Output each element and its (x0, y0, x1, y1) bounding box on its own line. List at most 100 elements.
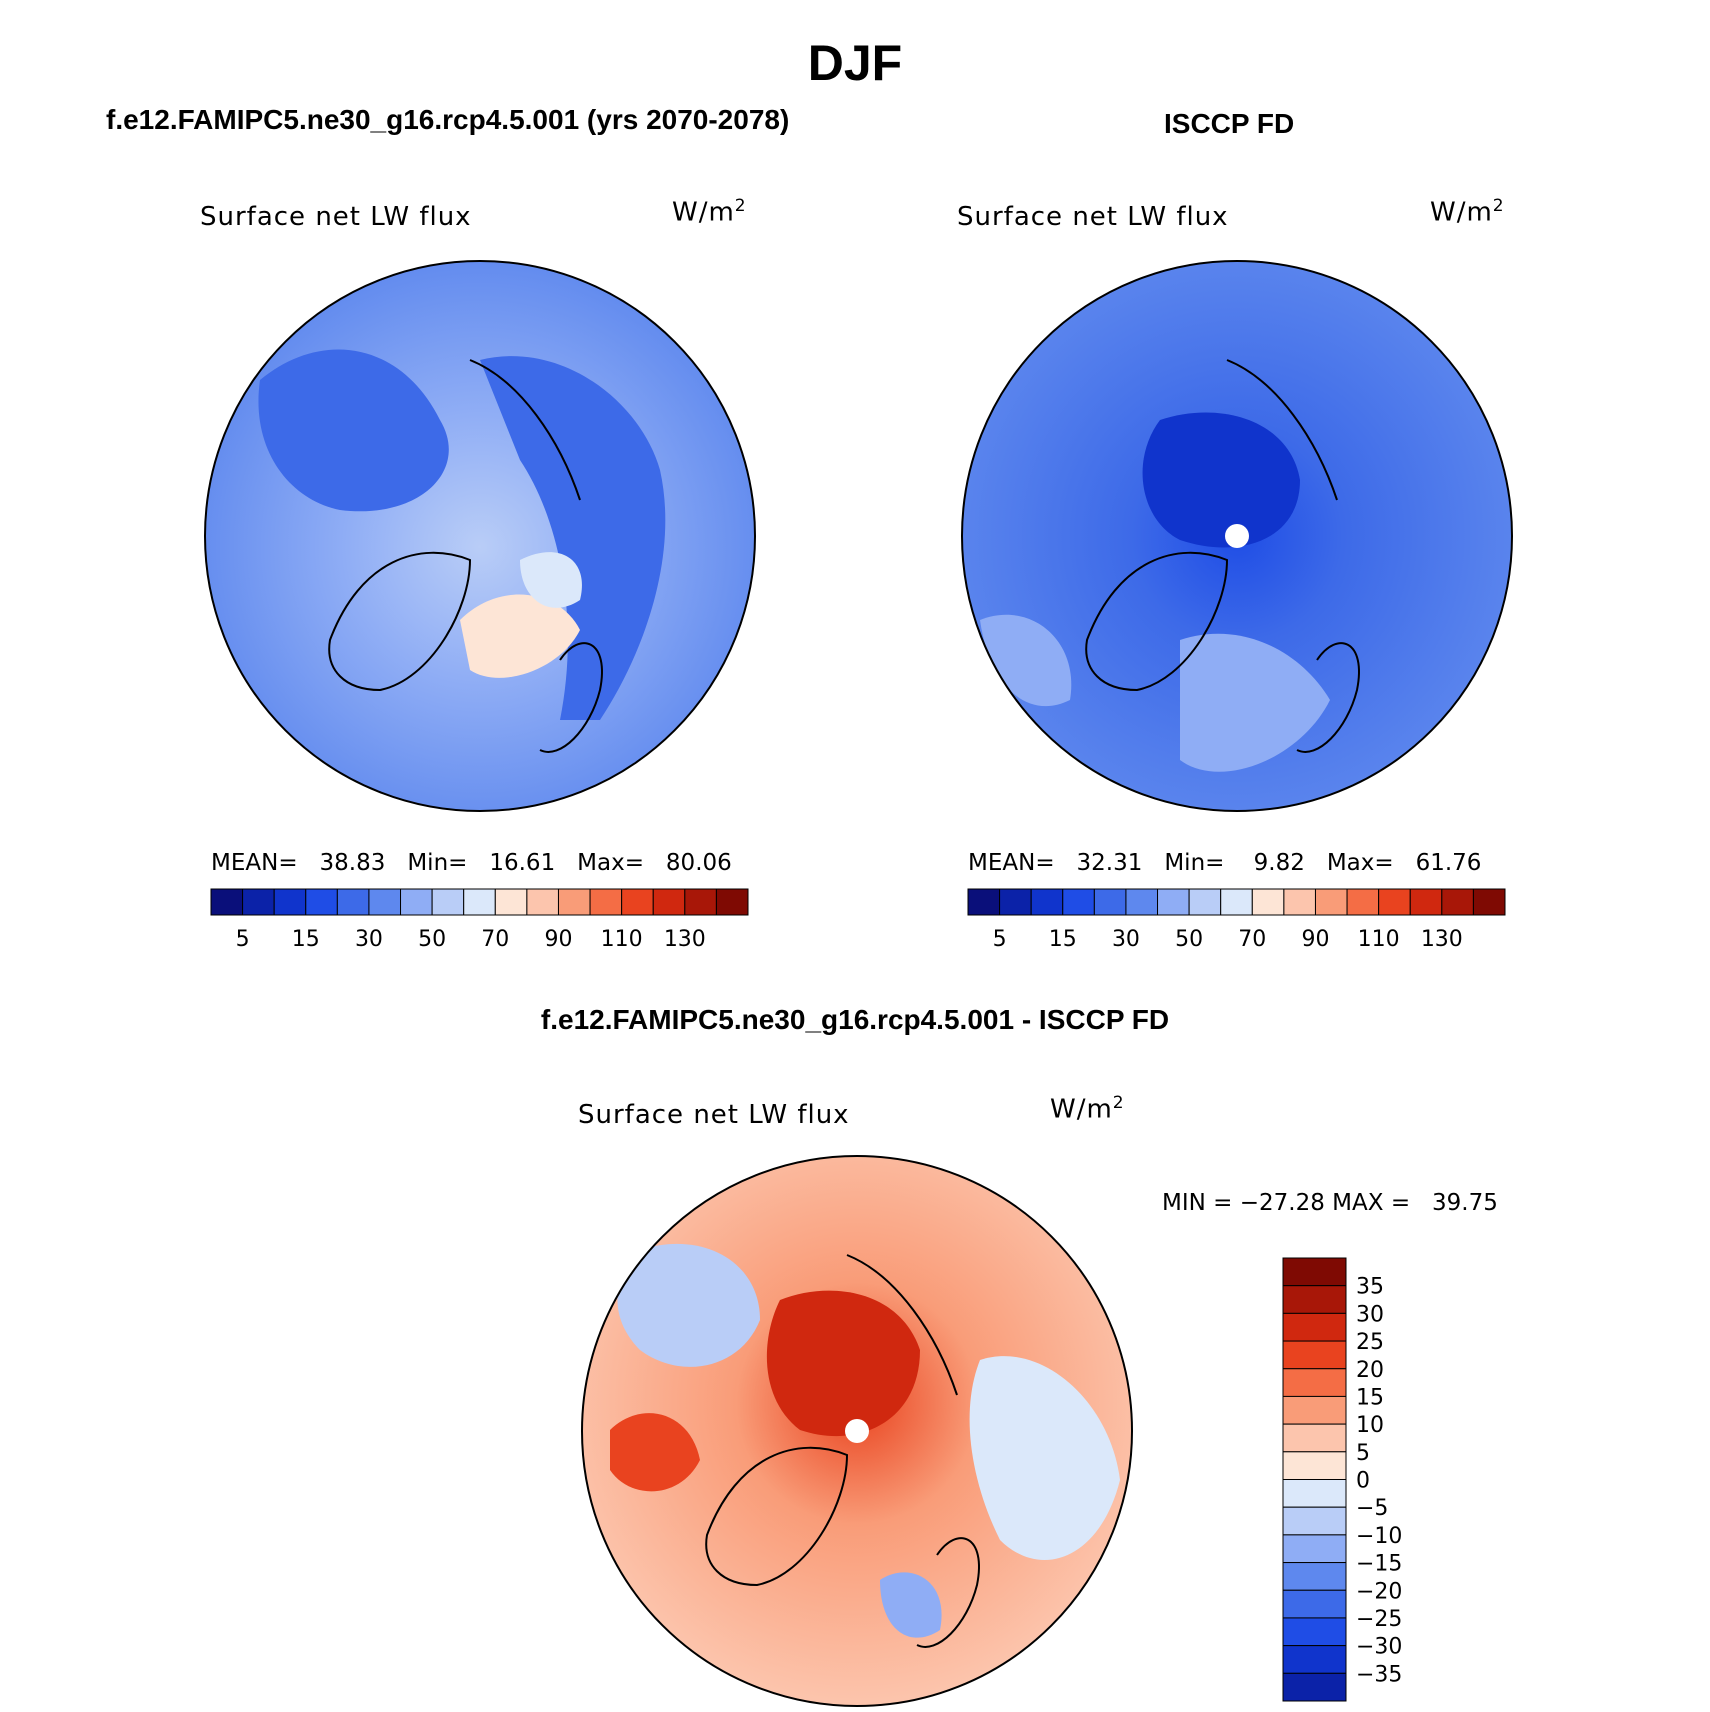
colorbar-swatch (589, 888, 623, 916)
colorbar-swatch (967, 888, 1001, 916)
colorbar-tick-label: 110 (1358, 927, 1400, 952)
colorbar-swatch (557, 888, 591, 916)
colorbar-swatch (1030, 888, 1064, 916)
colorbar-swatch (1282, 1312, 1347, 1342)
colorbar-tick-label: −30 (1356, 1635, 1402, 1660)
map-diff-blob (617, 1243, 760, 1367)
colorbar-swatch (1282, 1645, 1347, 1674)
variable-title-model: Surface net LW flux (200, 202, 472, 232)
colorbar-swatch (242, 888, 275, 916)
colorbar-swatch (1220, 888, 1253, 916)
colorbar-swatch (1472, 888, 1506, 916)
colorbar-swatch (305, 888, 338, 916)
colorbar-tick-label: 15 (292, 927, 320, 952)
colorbar-swatch (1282, 1562, 1347, 1591)
map-obs-greenland-outline (1085, 551, 1229, 692)
units-diff: W/m2 (1050, 1093, 1125, 1125)
colorbar-swatch (400, 888, 433, 916)
colorbar-tick-label: −15 (1356, 1552, 1402, 1577)
colorbar-tick-label: 5 (993, 927, 1007, 952)
map-obs (961, 260, 1513, 812)
map-obs-pole-hole (1225, 524, 1249, 548)
colorbar-swatch (1282, 1451, 1347, 1480)
colorbar-tick-label: 5 (1356, 1441, 1370, 1466)
colorbar-swatch (1282, 1617, 1347, 1647)
colorbar-swatch (1188, 888, 1222, 916)
map-diff-greenland-outline (705, 1446, 849, 1587)
map-model (204, 260, 756, 812)
colorbar-tick-label: 25 (1356, 1330, 1384, 1355)
colorbar-tick-label: 130 (664, 927, 706, 952)
map-model-scandinavia-outline (539, 642, 603, 753)
colorbar-swatch (1251, 888, 1285, 916)
map-model-blob (520, 552, 582, 608)
colorbar-tick-label: 10 (1356, 1413, 1384, 1438)
variable-title-diff: Surface net LW flux (578, 1100, 850, 1130)
main-title: DJF (807, 35, 903, 91)
colorbar-swatch (1062, 888, 1095, 916)
map-diff-scandinavia-outline (916, 1537, 980, 1648)
colorbar-tick-label: −20 (1356, 1579, 1402, 1604)
colorbar-swatch (715, 888, 749, 916)
colorbar-swatch (1282, 1506, 1347, 1536)
colorbar-swatch (1282, 1589, 1347, 1619)
colorbar-swatch (999, 888, 1032, 916)
map-model-border (204, 260, 756, 812)
colorbar-swatch (210, 888, 244, 916)
colorbar-swatch (431, 888, 465, 916)
colorbar-tick-label: 35 (1356, 1275, 1384, 1300)
colorbar-tick-label: 5 (236, 927, 250, 952)
stats-model: MEAN= 38.83 Min= 16.61 Max= 80.06 (211, 850, 732, 876)
map-obs-border (961, 260, 1513, 812)
map-model-coast-outline (469, 359, 581, 501)
colorbar-tick-label: −5 (1356, 1496, 1388, 1521)
colorbar-swatch (1282, 1423, 1347, 1453)
colorbar-swatch (494, 888, 528, 916)
map-model-greenland-outline (328, 551, 472, 692)
colorbar-swatch (684, 888, 717, 916)
units-model: W/m2 (672, 196, 747, 228)
colorbar-swatch (621, 888, 654, 916)
colorbar-tick-label: 20 (1356, 1358, 1384, 1383)
colorbar-swatch (1282, 1285, 1347, 1314)
colorbar-swatch (1283, 888, 1316, 916)
map-diff-pole-hole (845, 1419, 869, 1443)
colorbar-swatch (1093, 888, 1127, 916)
units-obs: W/m2 (1430, 196, 1505, 228)
map-diff (581, 1155, 1133, 1707)
colorbar-tick-label: 50 (1175, 927, 1203, 952)
colorbar-tick-label: 110 (601, 927, 643, 952)
map-diff-border (581, 1155, 1133, 1707)
colorbar-swatch (1282, 1534, 1347, 1564)
colorbar-swatch (652, 888, 686, 916)
panel-header-diff: f.e12.FAMIPC5.ne30_g16.rcp4.5.001 - ISCC… (540, 1004, 1170, 1035)
colorbar-tick-label: 90 (544, 927, 572, 952)
colorbar-model: 5 15 30 50 70 90 110 130 (210, 888, 749, 952)
colorbar-tick-label: 70 (1238, 927, 1266, 952)
map-obs-blob (1142, 412, 1300, 548)
map-model-blob (480, 356, 666, 720)
map-obs-blob (980, 614, 1072, 707)
colorbar-swatch (526, 888, 559, 916)
panel-header-model: f.e12.FAMIPC5.ne30_g16.rcp4.5.001 (yrs 2… (106, 104, 790, 135)
colorbar-swatch (368, 888, 402, 916)
colorbar-swatch (1125, 888, 1159, 916)
colorbar-swatch (1346, 888, 1380, 916)
colorbar-tick-label: 0 (1356, 1469, 1370, 1494)
colorbar-tick-label: 15 (1049, 927, 1077, 952)
colorbar-swatch (1282, 1340, 1347, 1370)
stats-obs: MEAN= 32.31 Min= 9.82 Max= 61.76 (968, 850, 1482, 876)
colorbar-swatch (273, 888, 307, 916)
map-diff-blob (610, 1413, 700, 1492)
map-model-blob (258, 349, 449, 512)
colorbar-swatch (1282, 1479, 1347, 1508)
colorbar-obs: 5 15 30 50 70 90 110 130 (967, 888, 1506, 952)
colorbar-tick-label: −10 (1356, 1524, 1402, 1549)
colorbar-tick-label: 30 (1112, 927, 1140, 952)
colorbar-tick-label: −25 (1356, 1607, 1402, 1632)
map-model-field (205, 261, 755, 811)
colorbar-swatch (1378, 888, 1411, 916)
colorbar-swatch (1441, 888, 1474, 916)
